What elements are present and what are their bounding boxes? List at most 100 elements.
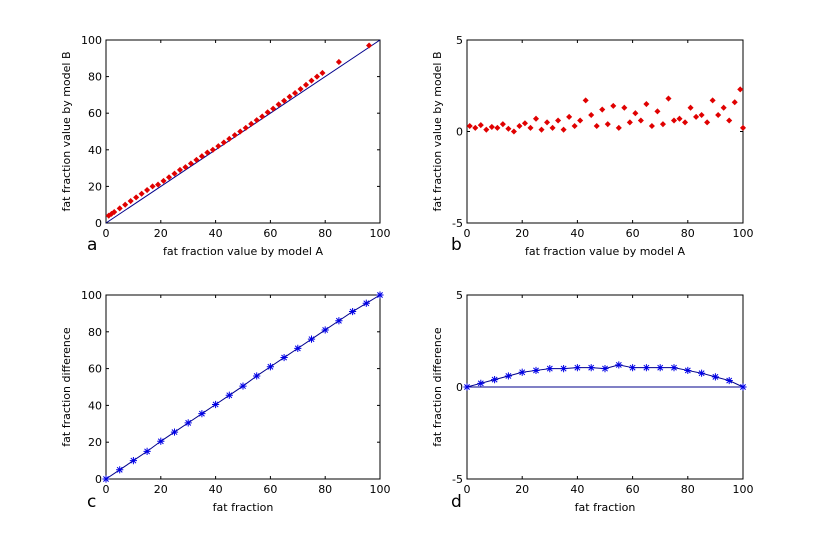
data-point xyxy=(239,382,247,390)
data-point xyxy=(739,383,747,391)
data-point xyxy=(225,391,233,399)
data-point xyxy=(302,81,310,88)
panel-letter: c xyxy=(87,492,96,512)
data-point xyxy=(566,113,573,120)
x-tick-label: 20 xyxy=(154,483,168,496)
data-point xyxy=(621,104,628,111)
data-point xyxy=(715,112,722,119)
data-point xyxy=(587,364,595,372)
data-point xyxy=(184,419,192,427)
x-tick-label: 100 xyxy=(733,227,754,240)
panel-c: 0 20 40 60 80 100 0 20 40 60 80 100 fat fraction fat … xyxy=(60,289,391,514)
data-point xyxy=(275,101,282,108)
data-point xyxy=(737,86,744,93)
data-point xyxy=(720,104,727,111)
data-point xyxy=(477,379,485,387)
data-point xyxy=(521,120,528,127)
data-point xyxy=(532,115,540,122)
data-point xyxy=(684,366,692,375)
panel-a: 0 20 40 60 80 100 0 20 40 60 80 100 fat fraction val… xyxy=(60,34,391,258)
x-tick-label: 0 xyxy=(464,227,471,240)
data-point xyxy=(676,115,683,122)
data-point xyxy=(143,447,151,455)
data-point xyxy=(270,105,277,112)
data-point xyxy=(725,376,733,385)
y-tick-label: 20 xyxy=(88,180,102,193)
data-point xyxy=(648,122,655,130)
data-point xyxy=(237,128,244,135)
data-point xyxy=(242,124,249,131)
data-point xyxy=(532,366,540,375)
data-point xyxy=(599,106,606,113)
x-tick-label: 60 xyxy=(626,483,640,496)
data-point xyxy=(693,113,700,120)
data-point xyxy=(144,187,151,194)
data-point xyxy=(215,143,222,150)
data-point xyxy=(731,99,738,106)
data-point xyxy=(510,128,517,135)
data-point xyxy=(588,112,595,119)
data-point xyxy=(129,457,137,465)
data-point xyxy=(593,122,600,130)
data-point xyxy=(259,113,266,120)
data-point xyxy=(687,104,694,111)
data-point xyxy=(138,190,145,197)
data-point xyxy=(549,124,556,131)
y-axis-label: fat fraction difference xyxy=(60,327,73,447)
y-tick-label: 80 xyxy=(88,71,102,84)
data-point xyxy=(577,117,584,124)
x-tick-label: 100 xyxy=(370,483,391,496)
data-point xyxy=(632,110,639,117)
x-tick-label: 80 xyxy=(318,483,332,496)
data-point xyxy=(670,364,678,372)
data-point xyxy=(292,90,299,97)
data-point xyxy=(349,307,357,316)
data-point xyxy=(102,475,110,483)
data-point xyxy=(560,365,568,373)
y-tick-label: 40 xyxy=(88,399,102,412)
data-point xyxy=(711,373,719,381)
data-point xyxy=(319,69,326,76)
data-point xyxy=(155,181,162,188)
y-axis-label: fat fraction difference xyxy=(431,327,444,447)
data-point xyxy=(187,160,194,167)
y-tick-label: -5 xyxy=(452,217,463,230)
x-tick-label: 80 xyxy=(681,483,695,496)
data-point xyxy=(555,117,562,124)
x-tick-label: 40 xyxy=(209,227,223,240)
data-point xyxy=(170,428,179,436)
data-point xyxy=(307,335,316,343)
data-point xyxy=(560,126,567,133)
data-point xyxy=(335,58,342,65)
x-tick-label: 20 xyxy=(154,227,168,240)
data-point xyxy=(739,124,747,131)
data-point xyxy=(601,365,609,373)
data-point xyxy=(366,42,373,49)
x-tick-label: 80 xyxy=(681,227,695,240)
y-tick-label: 60 xyxy=(88,107,102,120)
data-point xyxy=(209,146,216,153)
x-axis-label: fat fraction xyxy=(213,501,274,514)
data-point xyxy=(220,139,227,146)
data-point xyxy=(182,164,189,171)
data-point xyxy=(160,177,167,184)
data-point xyxy=(297,86,304,93)
data-point xyxy=(629,364,637,372)
data-point xyxy=(637,117,644,124)
data-point xyxy=(157,437,165,445)
data-point xyxy=(505,125,512,132)
x-tick-label: 40 xyxy=(570,227,584,240)
data-point xyxy=(193,156,200,163)
y-tick-label: 20 xyxy=(88,436,102,449)
data-point xyxy=(198,153,205,160)
panel-letter: d xyxy=(451,492,462,512)
data-point xyxy=(626,119,633,126)
data-point xyxy=(615,361,623,369)
data-point xyxy=(698,112,705,119)
data-point xyxy=(122,201,129,208)
data-point xyxy=(472,124,479,131)
y-tick-label: 0 xyxy=(456,126,463,139)
x-tick-label: 100 xyxy=(733,483,754,496)
